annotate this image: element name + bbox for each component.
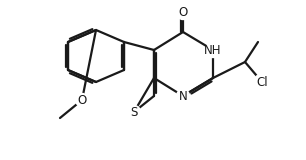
Text: O: O bbox=[77, 93, 87, 107]
Circle shape bbox=[177, 7, 189, 20]
Text: NH: NH bbox=[204, 44, 222, 56]
Circle shape bbox=[76, 93, 88, 107]
Circle shape bbox=[254, 74, 270, 90]
Text: O: O bbox=[178, 7, 188, 20]
Text: N: N bbox=[179, 89, 187, 103]
Circle shape bbox=[128, 105, 140, 119]
Text: S: S bbox=[130, 105, 138, 119]
Text: Cl: Cl bbox=[256, 76, 268, 88]
Circle shape bbox=[177, 89, 189, 103]
Circle shape bbox=[206, 43, 221, 57]
